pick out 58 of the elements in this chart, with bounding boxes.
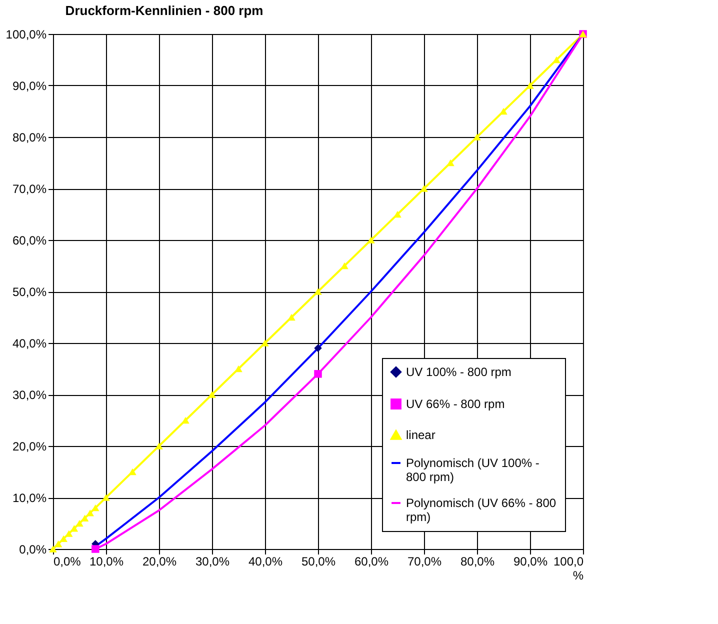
point (76, 520, 84, 527)
legend-label: Polynomisch (UV 100% - 800 rpm) (406, 456, 540, 484)
y-tick-label: 30,0% (12, 388, 47, 402)
point (314, 370, 322, 378)
point (49, 546, 57, 552)
x-tick-label: 100,0 % (553, 554, 584, 582)
point (340, 262, 348, 270)
point (420, 185, 428, 192)
point (54, 540, 62, 548)
chart-title: Druckform-Kennlinien - 800 rpm (65, 3, 264, 18)
legend-label: UV 100% - 800 rpm (406, 365, 512, 379)
point (500, 108, 508, 115)
legend-label: Polynomisch (UV 66% - 800 rpm) (406, 496, 556, 524)
point (394, 210, 402, 218)
x-tick-label: 0,0% (54, 554, 82, 568)
point (367, 236, 375, 244)
x-tick-label: 70,0% (407, 554, 442, 568)
y-tick-label: 80,0% (12, 130, 47, 144)
y-tick-label: 50,0% (12, 285, 47, 299)
point (208, 391, 216, 398)
point (102, 494, 110, 501)
point (86, 510, 94, 516)
x-tick-label: 30,0% (195, 554, 230, 568)
y-tick-label: 10,0% (12, 491, 47, 505)
x-tick-label: 50,0% (301, 554, 336, 568)
x-tick-label: 20,0% (142, 554, 177, 568)
x-tick-label: 10,0% (89, 554, 124, 568)
point (128, 468, 136, 476)
legend-label: linear (406, 428, 436, 442)
point (182, 416, 190, 424)
legend-label: UV 66% - 800 rpm (406, 397, 505, 411)
y-tick-label: 70,0% (12, 182, 47, 196)
x-tick-label: 60,0% (354, 554, 389, 568)
point (234, 365, 242, 372)
point (65, 530, 73, 537)
point (60, 535, 68, 542)
point (473, 134, 481, 140)
point (261, 340, 269, 346)
point (70, 525, 78, 532)
y-tick-label: 60,0% (12, 234, 47, 248)
point (288, 314, 296, 321)
point (552, 56, 560, 64)
y-tick-label: 0,0% (19, 542, 47, 556)
point (92, 504, 100, 512)
x-tick-label: 80,0% (460, 554, 495, 568)
x-tick-label: 90,0% (513, 554, 548, 568)
y-tick-label: 90,0% (12, 79, 47, 93)
point (80, 514, 89, 522)
x-tick-label: 40,0% (248, 554, 283, 568)
y-tick-label: 20,0% (12, 440, 47, 454)
point (446, 159, 454, 166)
point (314, 344, 322, 352)
point (526, 82, 534, 89)
point (92, 545, 100, 553)
point (155, 442, 163, 450)
y-tick-label: 100,0% (6, 28, 47, 42)
y-tick-label: 40,0% (12, 336, 47, 350)
point (314, 288, 322, 295)
